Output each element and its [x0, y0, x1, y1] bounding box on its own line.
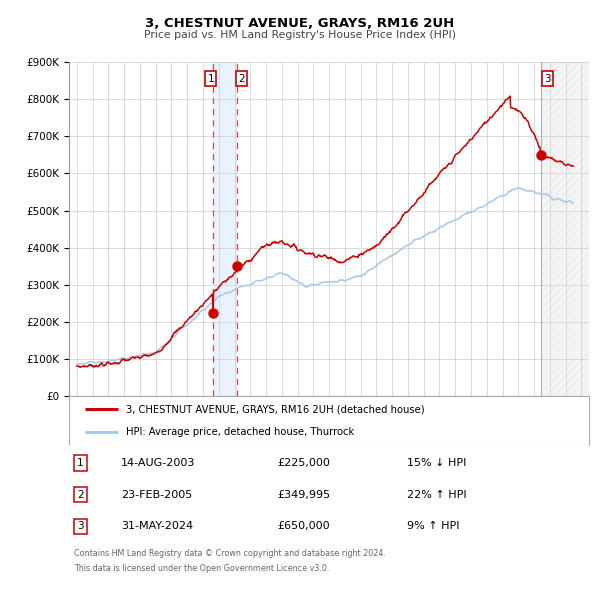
Text: 31-MAY-2024: 31-MAY-2024	[121, 522, 193, 532]
Text: 22% ↑ HPI: 22% ↑ HPI	[407, 490, 467, 500]
Text: 1: 1	[208, 74, 214, 84]
Text: 3, CHESTNUT AVENUE, GRAYS, RM16 2UH (detached house): 3, CHESTNUT AVENUE, GRAYS, RM16 2UH (det…	[126, 405, 425, 414]
Text: 2: 2	[238, 74, 244, 84]
Text: 2: 2	[77, 490, 84, 500]
Text: 3, CHESTNUT AVENUE, GRAYS, RM16 2UH: 3, CHESTNUT AVENUE, GRAYS, RM16 2UH	[145, 17, 455, 30]
Text: 9% ↑ HPI: 9% ↑ HPI	[407, 522, 460, 532]
Bar	[213, 62, 237, 396]
Text: 3: 3	[77, 522, 84, 532]
Text: £225,000: £225,000	[277, 458, 330, 468]
Text: Contains HM Land Registry data © Crown copyright and database right 2024.: Contains HM Land Registry data © Crown c…	[74, 549, 386, 558]
Bar	[541, 62, 589, 396]
Text: HPI: Average price, detached house, Thurrock: HPI: Average price, detached house, Thur…	[126, 427, 355, 437]
Text: 3: 3	[544, 74, 551, 84]
Text: 23-FEB-2005: 23-FEB-2005	[121, 490, 192, 500]
Text: 15% ↓ HPI: 15% ↓ HPI	[407, 458, 467, 468]
Text: £650,000: £650,000	[277, 522, 330, 532]
Text: This data is licensed under the Open Government Licence v3.0.: This data is licensed under the Open Gov…	[74, 564, 329, 573]
Text: Price paid vs. HM Land Registry's House Price Index (HPI): Price paid vs. HM Land Registry's House …	[144, 30, 456, 40]
Text: 14-AUG-2003: 14-AUG-2003	[121, 458, 196, 468]
Text: 1: 1	[77, 458, 84, 468]
Text: £349,995: £349,995	[277, 490, 330, 500]
